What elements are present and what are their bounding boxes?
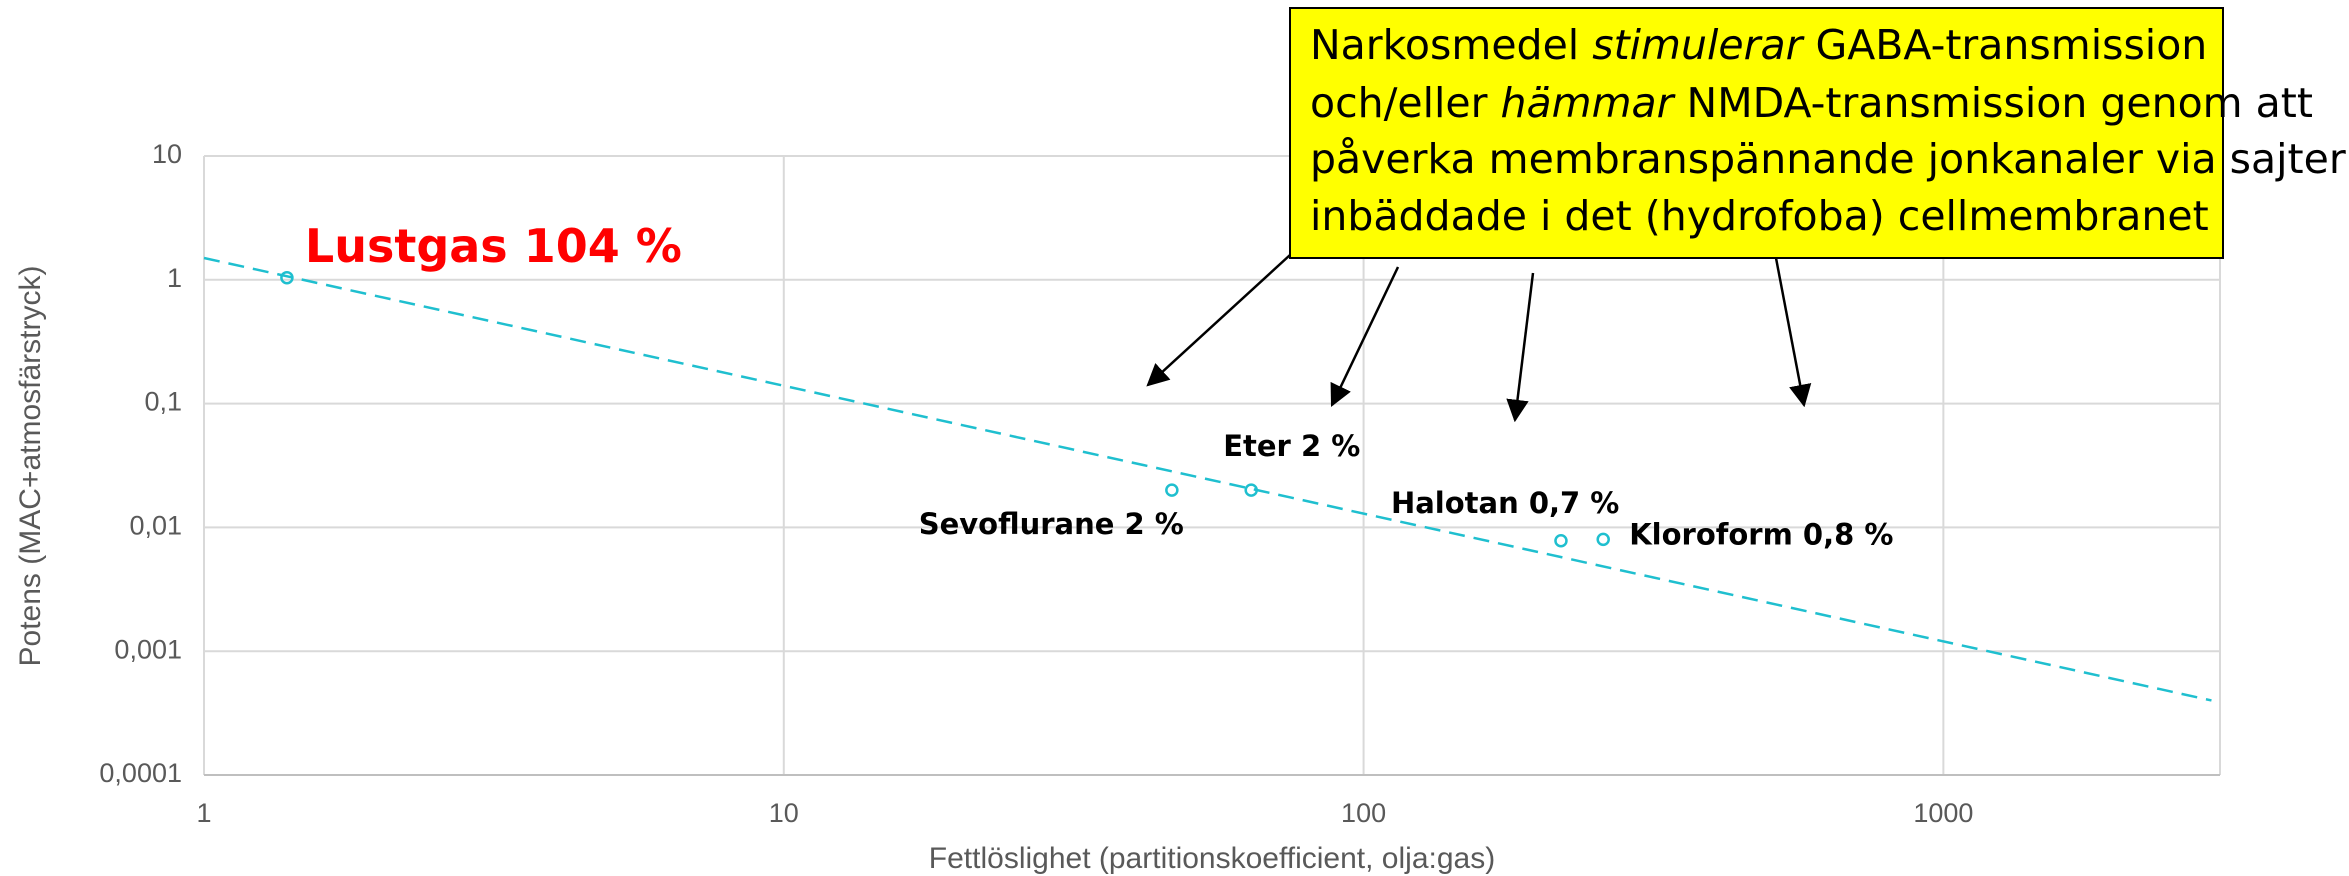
arrows <box>1146 254 1812 423</box>
callout-text: Narkosmedel <box>1310 21 1592 69</box>
callout-text: påverka membranspännande jonkanaler via … <box>1310 135 2346 183</box>
callout-text: stimulerar <box>1592 21 1804 69</box>
point <box>1596 532 1610 547</box>
x-tick-label: 1000 <box>1913 798 1973 828</box>
callout-text: hämmar <box>1501 79 1676 127</box>
arrow <box>1774 257 1812 408</box>
arrow <box>1506 272 1535 423</box>
callout-text: inbäddade i det (hydrofoba) cellmembrane… <box>1310 192 2209 240</box>
x-axis-label: Fettlöslighet (partitionskoefficient, ol… <box>929 842 1495 875</box>
callout-line: inbäddade i det (hydrofoba) cellmembrane… <box>1310 192 2209 240</box>
plot: Lustgas 104 % Sevoflurane 2 % Eter 2 % Halo… <box>203 219 2212 702</box>
y-tick-label: 10 <box>152 139 182 169</box>
x-tick-label: 100 <box>1341 798 1386 828</box>
arrow <box>1146 254 1291 387</box>
callout-text: NMDA-transmission genom att <box>1674 79 2313 127</box>
y-tick-label: 0,0001 <box>99 758 182 788</box>
callout-line: påverka membranspännande jonkanaler via … <box>1310 135 2346 183</box>
point-label: Kloroform 0,8 % <box>1629 517 1893 551</box>
arrow <box>1330 266 1400 408</box>
point-label: Sevoflurane 2 % <box>919 507 1184 541</box>
callout: Narkosmedel stimulerar GABA-transmission… <box>1310 21 2346 240</box>
point <box>1554 534 1568 548</box>
point <box>1165 483 1179 497</box>
y-tick-label: 0,1 <box>144 387 182 417</box>
y-axis-label: Potens (MAC+atmosfärstryck) <box>14 266 47 667</box>
y-tick-label: 0,001 <box>114 634 182 664</box>
point <box>1244 483 1258 497</box>
x-tick-label: 10 <box>769 798 799 828</box>
x-tick-label: 1 <box>196 798 211 828</box>
y-tick-label: 1 <box>167 263 182 293</box>
point-label: Halotan 0,7 % <box>1391 486 1619 520</box>
point-label: Lustgas 104 % <box>305 219 682 273</box>
point <box>280 270 294 285</box>
callout-line: och/eller hämmar NMDA-transmission genom… <box>1310 79 2313 127</box>
callout-box <box>1289 7 2224 259</box>
callout-text: och/eller <box>1310 79 1501 127</box>
point-label: Eter 2 % <box>1223 429 1360 463</box>
trendline <box>203 256 2212 702</box>
callout-text: GABA-transmission <box>1802 21 2207 69</box>
y-tick-label: 0,01 <box>129 511 182 541</box>
callout-line: Narkosmedel stimulerar GABA-transmission <box>1310 21 2207 69</box>
